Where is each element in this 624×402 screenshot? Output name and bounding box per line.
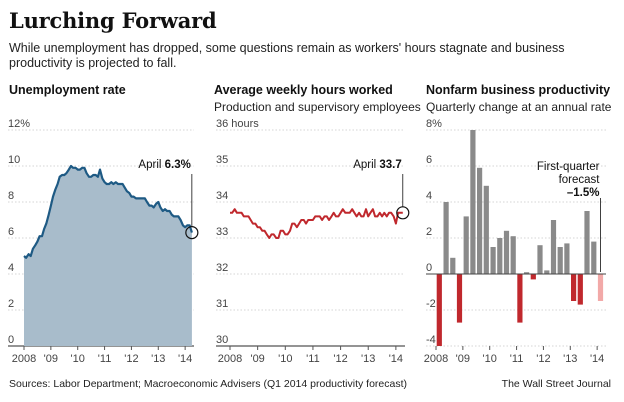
productivity-ytick-label: 0 bbox=[426, 262, 432, 274]
productivity-xtick-label: '13 bbox=[563, 353, 577, 365]
productivity-xtick-label: '14 bbox=[590, 353, 604, 365]
productivity-annotation-line1: First-quarter bbox=[537, 161, 600, 173]
headline: Lurching Forward bbox=[9, 8, 217, 33]
unemployment-ytick-label: 4 bbox=[8, 262, 14, 274]
unemployment-xtick-label: '10 bbox=[71, 353, 85, 365]
unemployment-ytick-label: 2 bbox=[8, 298, 14, 310]
productivity-bar bbox=[470, 130, 476, 274]
hours-xtick-label: '09 bbox=[250, 353, 264, 365]
unemployment-chart: 0 2 4 6 8 10 12% 2008 '09 '10 '11 '12 '13 '14 April 6.… bbox=[8, 118, 199, 365]
productivity-bar bbox=[597, 274, 604, 301]
productivity-ytick-label: 4 bbox=[426, 190, 432, 202]
hours-xtick-label: 2008 bbox=[218, 353, 242, 365]
hours-annotation-label: April bbox=[353, 159, 379, 171]
hours-ytick-label: 35 bbox=[216, 154, 228, 166]
hours-xtick-label: '11 bbox=[306, 353, 320, 365]
hours-annotation-value: 33.7 bbox=[379, 159, 401, 171]
hours-ytick-label: 30 bbox=[216, 334, 228, 346]
unemployment-ytick-label: 10 bbox=[8, 154, 20, 166]
productivity-bar bbox=[443, 202, 449, 274]
unemployment-ytick-label: 12% bbox=[8, 118, 30, 130]
productivity-ytick-label: -2 bbox=[426, 298, 436, 310]
productivity-bar bbox=[524, 272, 530, 274]
productivity-bar bbox=[456, 274, 463, 323]
unemployment-ytick-label: 6 bbox=[8, 226, 14, 238]
productivity-bar bbox=[544, 270, 550, 274]
hours-ytick-label: 32 bbox=[216, 262, 228, 274]
productivity-xtick-label: '09 bbox=[456, 353, 470, 365]
hours-xtick-label: '12 bbox=[333, 353, 347, 365]
unemployment-annotation-value: 6.3% bbox=[165, 159, 191, 171]
unemployment-title: Unemployment rate bbox=[9, 83, 126, 97]
hours-xtick-label: '14 bbox=[389, 353, 403, 365]
productivity-ytick-label: 8% bbox=[426, 118, 442, 130]
productivity-bar bbox=[483, 185, 489, 274]
hours-ytick-label: 34 bbox=[216, 190, 228, 202]
productivity-xtick-label: '12 bbox=[536, 353, 550, 365]
productivity-annotation-value: –1.5% bbox=[567, 187, 600, 199]
hours-xtick-label: '13 bbox=[361, 353, 375, 365]
productivity-ytick-label: -4 bbox=[426, 334, 436, 346]
productivity-bar bbox=[490, 247, 496, 274]
productivity-bar bbox=[537, 245, 543, 274]
source-note: Sources: Labor Department; Macroeconomic… bbox=[9, 378, 408, 390]
productivity-bar bbox=[584, 211, 590, 274]
productivity-title: Nonfarm business productivity bbox=[426, 83, 611, 97]
unemployment-line bbox=[23, 164, 193, 259]
hours-ytick-label: 36 hours bbox=[216, 118, 259, 130]
productivity-bar bbox=[510, 236, 516, 274]
hours-line bbox=[230, 208, 403, 239]
productivity-bar bbox=[564, 243, 570, 274]
dek: While unemployment has dropped, some que… bbox=[9, 41, 565, 70]
hours-xtick-label: '10 bbox=[278, 353, 292, 365]
productivity-xtick-label: '10 bbox=[483, 353, 497, 365]
productivity-bar bbox=[550, 220, 557, 274]
hours-chart: 30 31 32 33 34 35 36 hours 2008 '09 '10 '11 '12 '13 '… bbox=[216, 118, 410, 365]
productivity-xtick-label: 2008 bbox=[424, 353, 448, 365]
unemployment-area bbox=[24, 166, 192, 346]
productivity-bar bbox=[571, 274, 577, 301]
productivity-subtitle: Quarterly change at an annual rate bbox=[426, 100, 612, 114]
unemployment-xtick-label: 2008 bbox=[12, 353, 36, 365]
productivity-bar bbox=[463, 216, 469, 274]
productivity-bar bbox=[591, 241, 597, 274]
productivity-annotation-line2: forecast bbox=[559, 174, 601, 186]
unemployment-xtick-label: '09 bbox=[44, 353, 58, 365]
productivity-ytick-label: 2 bbox=[426, 226, 432, 238]
unemployment-xtick-label: '11 bbox=[98, 353, 112, 365]
unemployment-xtick-label: '14 bbox=[178, 353, 192, 365]
productivity-bar bbox=[497, 238, 503, 274]
unemployment-ytick-label: 8 bbox=[8, 190, 14, 202]
unemployment-ytick-label: 0 bbox=[8, 334, 14, 346]
productivity-chart: -4 -2 0 2 4 6 8% 2008 '09 '10 '11 '12 '13 '14 First-qu… bbox=[424, 118, 606, 365]
productivity-xtick-label: '11 bbox=[510, 353, 524, 365]
productivity-bar bbox=[503, 230, 510, 274]
hours-ytick-label: 33 bbox=[216, 226, 228, 238]
hours-title: Average weekly hours worked bbox=[214, 83, 393, 97]
hours-ytick-label: 31 bbox=[216, 298, 228, 310]
productivity-ytick-label: 6 bbox=[426, 154, 432, 166]
productivity-bar bbox=[530, 274, 536, 280]
unemployment-xtick-label: '12 bbox=[124, 353, 138, 365]
productivity-bar bbox=[557, 247, 563, 274]
unemployment-annotation: April 6.3% bbox=[138, 159, 190, 171]
productivity-bar bbox=[436, 274, 442, 346]
credit: The Wall Street Journal bbox=[501, 378, 611, 390]
productivity-bar bbox=[450, 257, 456, 274]
hours-annotation: April 33.7 bbox=[353, 159, 402, 171]
hours-subtitle: Production and supervisory employees bbox=[214, 100, 421, 114]
unemployment-xtick-label: '13 bbox=[151, 353, 165, 365]
productivity-bar bbox=[577, 274, 583, 305]
unemployment-annotation-label: April bbox=[138, 159, 164, 171]
productivity-bar bbox=[477, 167, 483, 274]
productivity-bar bbox=[517, 274, 523, 323]
